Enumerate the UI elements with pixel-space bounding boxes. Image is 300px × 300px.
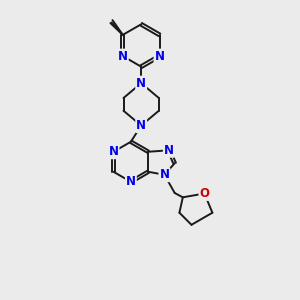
Text: N: N bbox=[126, 175, 136, 188]
Text: N: N bbox=[136, 119, 146, 132]
Text: O: O bbox=[200, 187, 209, 200]
Text: N: N bbox=[136, 77, 146, 90]
Text: N: N bbox=[159, 168, 170, 181]
Text: N: N bbox=[109, 145, 118, 158]
Text: N: N bbox=[154, 50, 164, 63]
Text: N: N bbox=[118, 50, 128, 63]
Text: N: N bbox=[164, 144, 174, 157]
